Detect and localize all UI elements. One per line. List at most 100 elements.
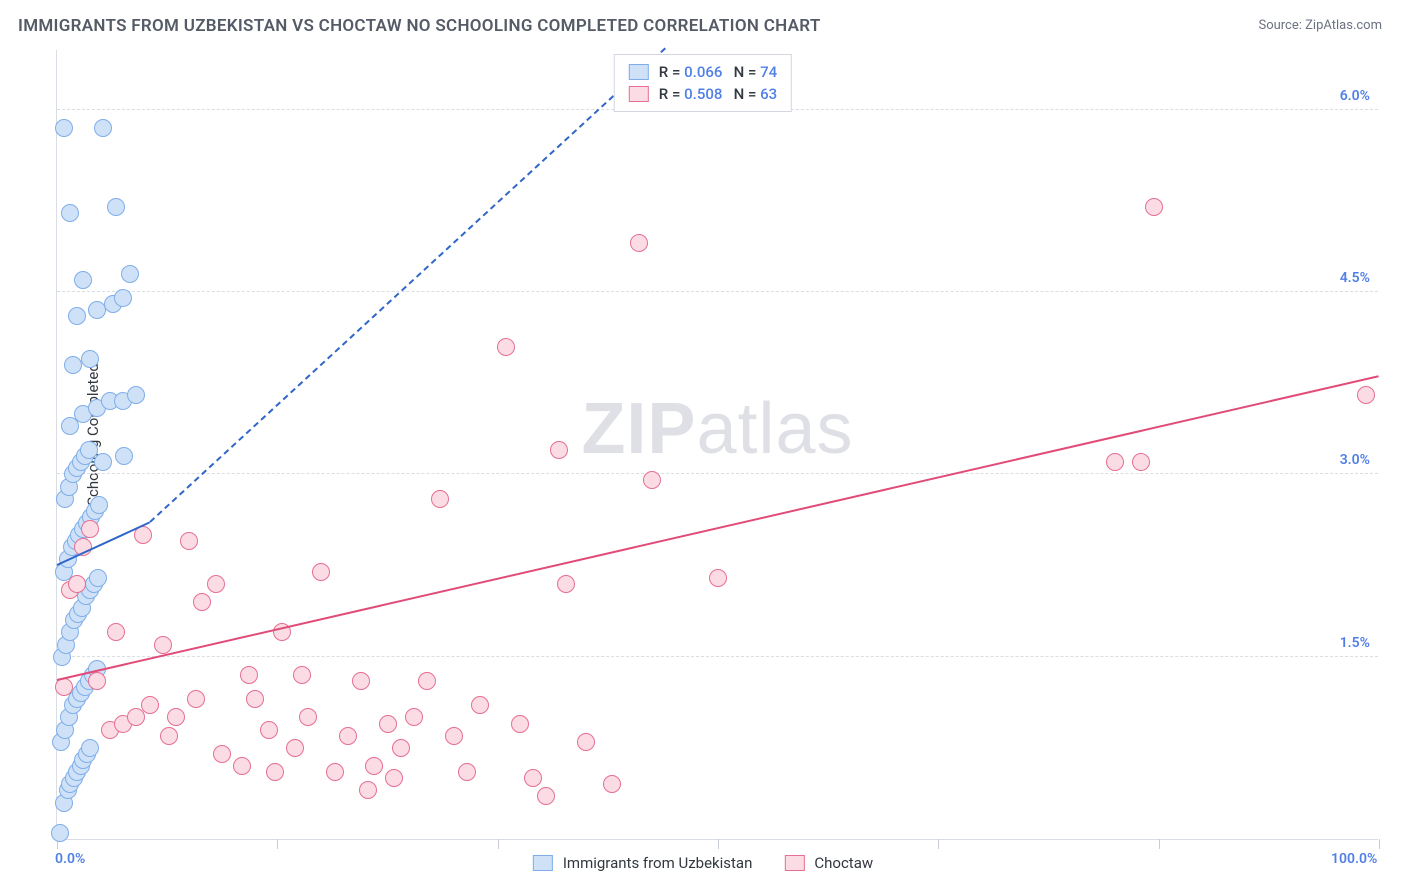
- data-point: [64, 356, 82, 374]
- gridline: [57, 291, 1378, 292]
- legend-stats-choctaw: R = 0.508 N = 63: [659, 85, 777, 103]
- data-point: [180, 532, 198, 550]
- data-point: [107, 623, 125, 641]
- data-point: [577, 733, 595, 751]
- data-point: [51, 824, 69, 842]
- swatch-choctaw: [629, 86, 649, 102]
- series-legend: Immigrants from Uzbekistan Choctaw: [533, 854, 873, 872]
- trend-line: [149, 47, 666, 522]
- data-point: [266, 763, 284, 781]
- data-point: [88, 672, 106, 690]
- data-point: [299, 708, 317, 726]
- data-point: [392, 739, 410, 757]
- data-point: [418, 672, 436, 690]
- data-point: [431, 490, 449, 508]
- legend-item-uzbekistan: Immigrants from Uzbekistan: [533, 854, 753, 872]
- data-point: [405, 708, 423, 726]
- trend-line: [57, 375, 1379, 681]
- data-point: [497, 338, 515, 356]
- data-point: [61, 204, 79, 222]
- y-tick-label: 1.5%: [1340, 635, 1370, 651]
- data-point: [359, 781, 377, 799]
- data-point: [74, 271, 92, 289]
- watermark-rest: atlas: [696, 389, 853, 469]
- data-point: [1106, 453, 1124, 471]
- data-point: [557, 575, 575, 593]
- data-point: [524, 769, 542, 787]
- x-tick-label: 100.0%: [1331, 851, 1377, 867]
- data-point: [207, 575, 225, 593]
- data-point: [352, 672, 370, 690]
- data-point: [167, 708, 185, 726]
- y-tick-label: 4.5%: [1340, 270, 1370, 286]
- data-point: [550, 441, 568, 459]
- data-point: [154, 636, 172, 654]
- data-point: [90, 496, 108, 514]
- data-point: [233, 757, 251, 775]
- swatch-uzbekistan: [629, 64, 649, 80]
- legend-item-choctaw: Choctaw: [784, 854, 873, 872]
- data-point: [339, 727, 357, 745]
- x-tick-mark: [277, 839, 278, 849]
- x-tick-mark: [938, 839, 939, 849]
- data-point: [286, 739, 304, 757]
- data-point: [365, 757, 383, 775]
- plot-area: ZIPatlas 1.5%3.0%4.5%6.0%0.0%100.0%: [56, 50, 1378, 840]
- data-point: [1132, 453, 1150, 471]
- x-tick-mark: [718, 839, 719, 849]
- x-tick-mark: [498, 839, 499, 849]
- watermark-bold: ZIP: [581, 389, 696, 469]
- x-tick-label: 0.0%: [55, 851, 85, 867]
- data-point: [81, 520, 99, 538]
- data-point: [293, 666, 311, 684]
- data-point: [213, 745, 231, 763]
- data-point: [127, 386, 145, 404]
- data-point: [240, 666, 258, 684]
- data-point: [603, 775, 621, 793]
- data-point: [246, 690, 264, 708]
- data-point: [68, 307, 86, 325]
- legend-row-choctaw: R = 0.508 N = 63: [629, 83, 777, 105]
- data-point: [81, 350, 99, 368]
- data-point: [141, 696, 159, 714]
- data-point: [260, 721, 278, 739]
- data-point: [1357, 386, 1375, 404]
- data-point: [94, 453, 112, 471]
- data-point: [187, 690, 205, 708]
- y-tick-label: 3.0%: [1340, 452, 1370, 468]
- data-point: [537, 787, 555, 805]
- source-attribution: Source: ZipAtlas.com: [1258, 18, 1382, 33]
- data-point: [121, 265, 139, 283]
- data-point: [115, 447, 133, 465]
- data-point: [379, 715, 397, 733]
- y-tick-label: 6.0%: [1340, 88, 1370, 104]
- data-point: [326, 763, 344, 781]
- data-point: [55, 119, 73, 137]
- data-point: [445, 727, 463, 745]
- chart-title: IMMIGRANTS FROM UZBEKISTAN VS CHOCTAW NO…: [18, 16, 821, 36]
- data-point: [89, 569, 107, 587]
- legend-row-uzbekistan: R = 0.066 N = 74: [629, 61, 777, 83]
- data-point: [458, 763, 476, 781]
- x-tick-mark: [1159, 839, 1160, 849]
- data-point: [1145, 198, 1163, 216]
- gridline: [57, 473, 1378, 474]
- data-point: [385, 769, 403, 787]
- chart-container: IMMIGRANTS FROM UZBEKISTAN VS CHOCTAW NO…: [0, 0, 1406, 892]
- data-point: [193, 593, 211, 611]
- data-point: [114, 289, 132, 307]
- gridline: [57, 656, 1378, 657]
- data-point: [94, 119, 112, 137]
- swatch-uzbekistan-bottom: [533, 855, 553, 871]
- data-point: [160, 727, 178, 745]
- data-point: [107, 198, 125, 216]
- data-point: [471, 696, 489, 714]
- x-tick-mark: [1379, 839, 1380, 849]
- correlation-legend: R = 0.066 N = 74 R = 0.508 N = 63: [614, 54, 792, 112]
- swatch-choctaw-bottom: [784, 855, 804, 871]
- data-point: [68, 575, 86, 593]
- data-point: [643, 471, 661, 489]
- data-point: [511, 715, 529, 733]
- data-point: [81, 739, 99, 757]
- legend-label-choctaw: Choctaw: [814, 854, 873, 872]
